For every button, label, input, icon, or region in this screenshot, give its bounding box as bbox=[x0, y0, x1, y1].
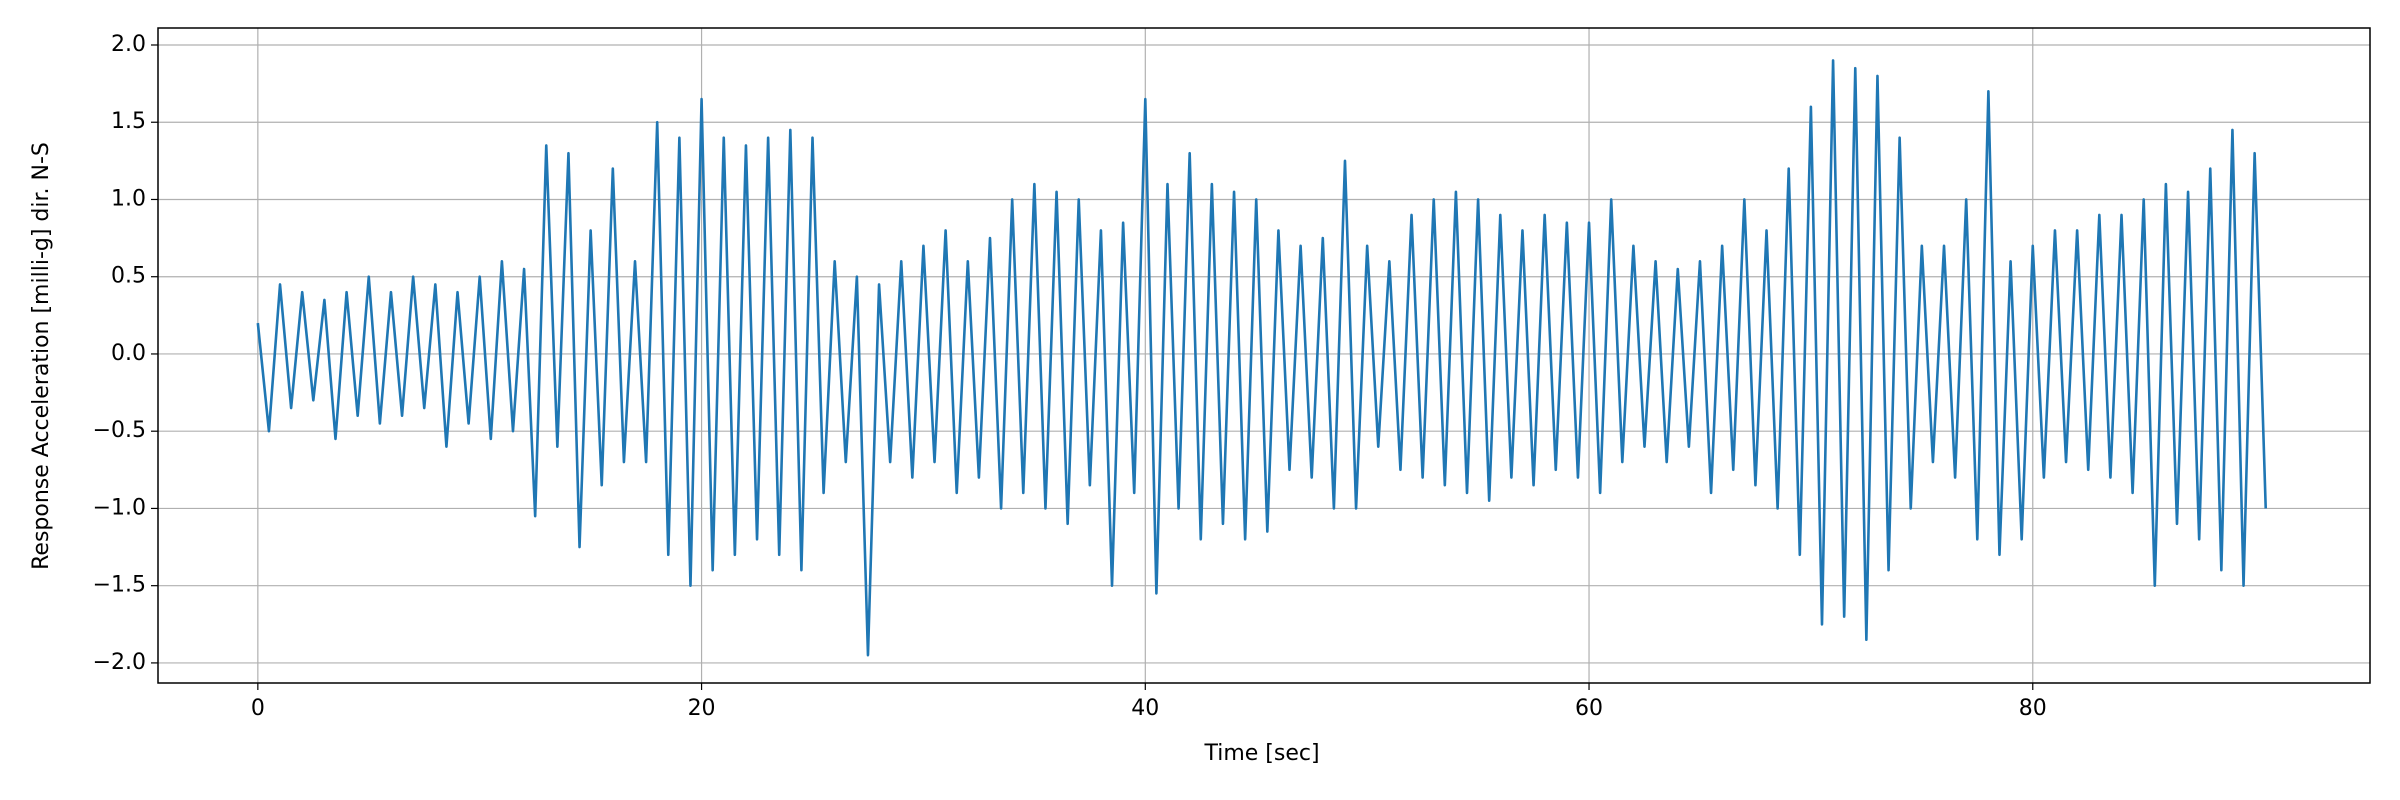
signal-line bbox=[256, 59, 2268, 657]
y-tick-label: 2.0 bbox=[111, 32, 146, 57]
x-axis-label: Time [sec] bbox=[1203, 741, 1319, 766]
y-tick-label: −0.5 bbox=[93, 418, 146, 443]
y-tick-label: 1.5 bbox=[111, 109, 146, 134]
y-tick-label: 0.0 bbox=[111, 341, 146, 366]
y-tick-label: −1.0 bbox=[93, 495, 146, 520]
y-tick-label: 1.0 bbox=[111, 186, 146, 211]
y-tick-label: −1.5 bbox=[93, 573, 146, 598]
x-tick-label: 20 bbox=[688, 696, 716, 721]
x-tick-label: 0 bbox=[251, 696, 265, 721]
x-tick-label: 40 bbox=[1131, 696, 1159, 721]
x-tick-label: 60 bbox=[1575, 696, 1603, 721]
y-axis-label: Response Acceleration [milli-g] dir. N-S bbox=[29, 142, 54, 570]
y-tick-label: 0.5 bbox=[111, 264, 146, 289]
y-tick-label: −2.0 bbox=[93, 650, 146, 675]
plot-frame bbox=[157, 27, 2371, 684]
x-tick-label: 80 bbox=[2019, 696, 2047, 721]
